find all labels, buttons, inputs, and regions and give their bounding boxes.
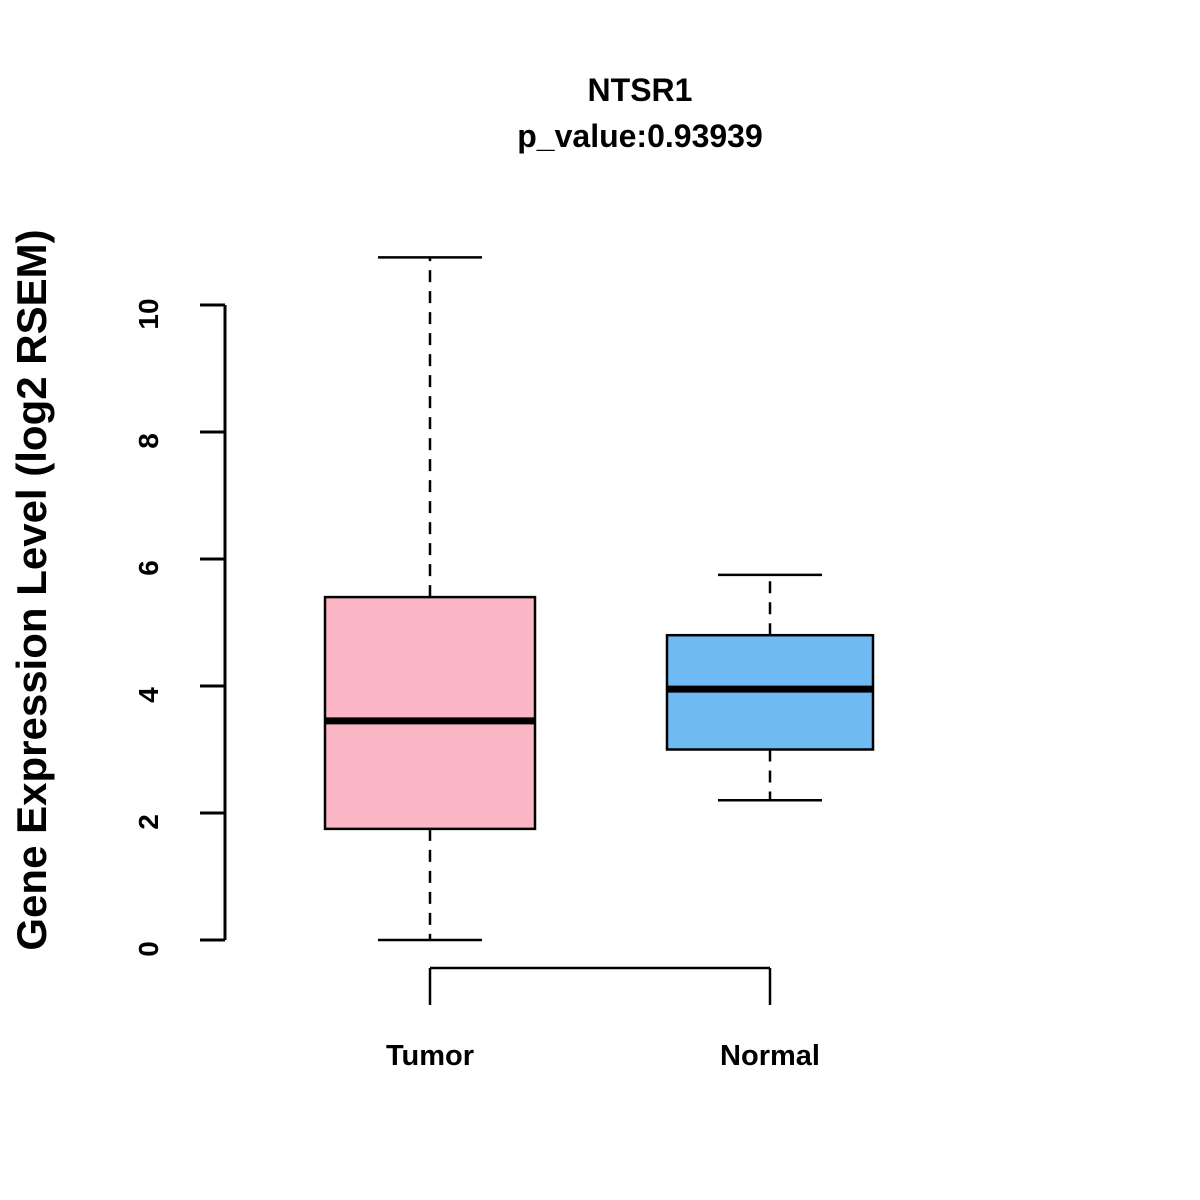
chart-title: NTSR1 <box>587 72 693 108</box>
x-axis-label-normal: Normal <box>720 1040 820 1072</box>
y-axis-tick-label: 0 <box>133 941 164 957</box>
y-axis-tick-label: 6 <box>133 560 164 576</box>
y-axis-tick-label: 8 <box>133 433 164 449</box>
y-axis-tick-label: 2 <box>133 814 164 830</box>
y-axis-tick-label: 4 <box>133 687 164 703</box>
y-axis-tick-label: 10 <box>133 298 164 329</box>
box-tumor <box>323 595 537 831</box>
x-axis-label-tumor: Tumor <box>385 1040 475 1072</box>
chart-subtitle-pvalue: p_value:0.93939 <box>517 118 763 154</box>
